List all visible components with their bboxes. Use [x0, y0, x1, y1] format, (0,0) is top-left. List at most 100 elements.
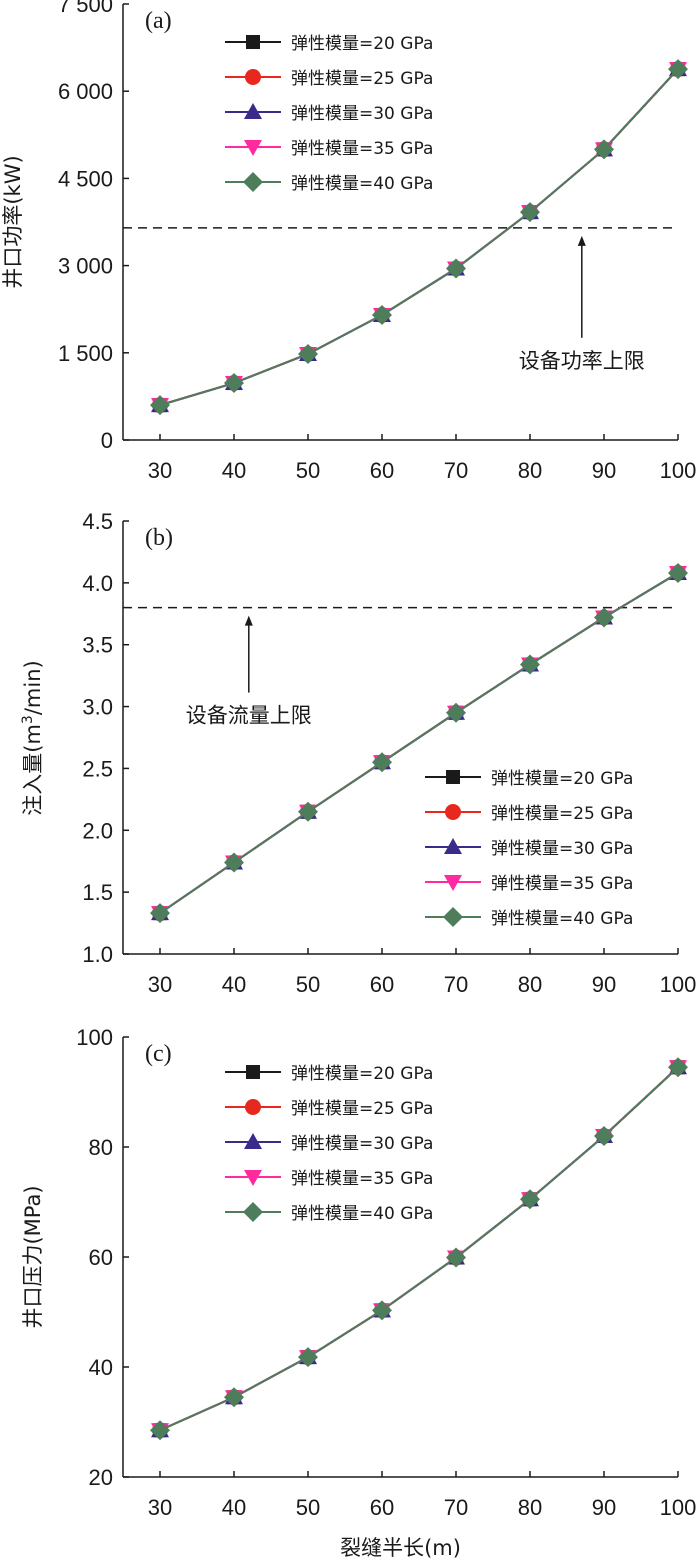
x-tick-label: 30: [148, 1495, 172, 1520]
data-point-s4-5: [520, 202, 540, 223]
x-tick-label: 80: [518, 1495, 542, 1520]
data-point-s4-7: [668, 59, 688, 80]
data-point-s4-3: [372, 1300, 392, 1321]
y-tick-label: 6 000: [58, 79, 113, 104]
legend-entry: 弹性模量=40 GPa: [491, 909, 633, 929]
x-tick-label: 100: [660, 458, 697, 483]
y-tick-label: 1 500: [58, 341, 113, 366]
x-axis-title: 裂缝半长(m): [340, 1536, 461, 1560]
data-point-s4-4: [446, 1247, 466, 1268]
x-tick-label: 50: [296, 458, 320, 483]
legend-marker: [243, 1202, 263, 1222]
panel-label: (a): [145, 8, 172, 34]
x-tick-label: 40: [222, 972, 246, 997]
data-point-s4-6: [594, 607, 614, 628]
y-tick-label: 1.5: [82, 880, 113, 905]
legend-marker: [244, 140, 262, 156]
x-tick-label: 40: [222, 458, 246, 483]
legend-marker: [443, 907, 463, 927]
legend-entry: 弹性模量=30 GPa: [491, 839, 633, 859]
x-tick-label: 30: [148, 458, 172, 483]
data-point-s4-2: [298, 801, 318, 822]
data-point-s4-1: [224, 1387, 244, 1408]
y-axis-title: 井口功率(kW): [1, 155, 25, 288]
x-tick-label: 40: [222, 1495, 246, 1520]
y-tick-label: 0: [101, 428, 113, 453]
legend-marker: [444, 875, 462, 891]
data-point-s4-6: [594, 139, 614, 160]
legend-marker: [444, 838, 462, 854]
legend-entry: 弹性模量=30 GPa: [291, 1134, 433, 1154]
y-tick-label: 2.0: [82, 818, 113, 843]
legend-entry: 弹性模量=25 GPa: [291, 69, 433, 89]
data-point-s4-2: [298, 1347, 318, 1368]
x-tick-label: 70: [444, 972, 468, 997]
legend-entry: 弹性模量=40 GPa: [291, 174, 433, 194]
y-tick-label: 100: [76, 1025, 113, 1050]
panel-label: (c): [145, 1041, 172, 1067]
legend-entry: 弹性模量=40 GPa: [291, 1204, 433, 1224]
y-tick-label: 4.0: [82, 571, 113, 596]
legend-entry: 弹性模量=20 GPa: [291, 1064, 433, 1084]
data-point-s4-6: [594, 1126, 614, 1146]
y-tick-label: 7 500: [58, 0, 113, 17]
x-tick-label: 50: [296, 972, 320, 997]
legend-marker: [245, 69, 261, 85]
x-tick-label: 30: [148, 972, 172, 997]
data-point-s4-7: [668, 562, 688, 583]
data-point-s4-1: [224, 852, 244, 873]
data-point-s4-2: [298, 343, 318, 364]
series-line-4: [159, 572, 679, 914]
annotation-label: 设备功率上限: [519, 349, 645, 373]
chart-panel-2: 20 40 60 80 100 30 40 50 60 70 80 90 100 (c) 井口压力(MPa)…: [21, 1025, 696, 1560]
data-point-s4-4: [446, 702, 466, 723]
y-axis-title: 井口压力(MPa): [21, 1185, 45, 1328]
legend-marker: [244, 1170, 262, 1186]
y-tick-label: 4.5: [82, 509, 113, 534]
legend-entry: 弹性模量=35 GPa: [491, 874, 633, 894]
annotation-arrow-head: [244, 615, 253, 626]
data-point-s4-7: [668, 1057, 688, 1078]
data-point-s4-0: [150, 903, 170, 924]
y-tick-label: 2.5: [82, 756, 113, 781]
series-line-0: [159, 1066, 679, 1432]
series-line-3: [159, 1066, 679, 1432]
legend-entry: 弹性模量=20 GPa: [491, 769, 633, 789]
x-tick-label: 100: [660, 972, 697, 997]
x-tick-label: 90: [592, 458, 616, 483]
legend-entry: 弹性模量=30 GPa: [291, 104, 433, 124]
legend-marker: [445, 804, 461, 820]
data-point-s4-5: [520, 654, 540, 675]
y-tick-label: 1.0: [82, 942, 113, 967]
chart-panel-0: 0 1 500 3 000 4 500 6 000 7 500 30 40 50 60 70 80 90…: [1, 0, 696, 483]
y-tick-label: 20: [89, 1465, 113, 1490]
x-tick-label: 60: [370, 1495, 394, 1520]
x-tick-label: 50: [296, 1495, 320, 1520]
data-point-s4-0: [150, 395, 170, 416]
x-tick-label: 70: [444, 1495, 468, 1520]
chart-panel-1: 1.0 1.5 2.0 2.5 3.0 3.5 4.0 4.5 30 40 50 60 70 80 90 10…: [20, 509, 696, 997]
y-tick-label: 3.0: [82, 695, 113, 720]
y-axis-title: 注入量(m3/min): [20, 660, 45, 815]
data-point-s4-3: [372, 305, 392, 326]
y-tick-label: 4 500: [58, 166, 113, 191]
data-point-s4-0: [150, 1420, 170, 1441]
series-line-2: [159, 1066, 679, 1432]
y-tick-label: 3 000: [58, 254, 113, 279]
legend-marker: [246, 35, 260, 49]
series-line-4: [159, 1066, 679, 1432]
legend-entry: 弹性模量=20 GPa: [291, 34, 433, 54]
legend-marker: [244, 103, 262, 119]
x-tick-label: 70: [444, 458, 468, 483]
legend-marker: [244, 1133, 262, 1149]
legend-entry: 弹性模量=35 GPa: [291, 1169, 433, 1189]
y-tick-label: 3.5: [82, 633, 113, 658]
legend-entry: 弹性模量=35 GPa: [291, 139, 433, 159]
x-tick-label: 80: [518, 458, 542, 483]
legend-marker: [245, 1099, 261, 1115]
x-tick-label: 90: [592, 1495, 616, 1520]
x-tick-label: 60: [370, 972, 394, 997]
x-tick-label: 60: [370, 458, 394, 483]
